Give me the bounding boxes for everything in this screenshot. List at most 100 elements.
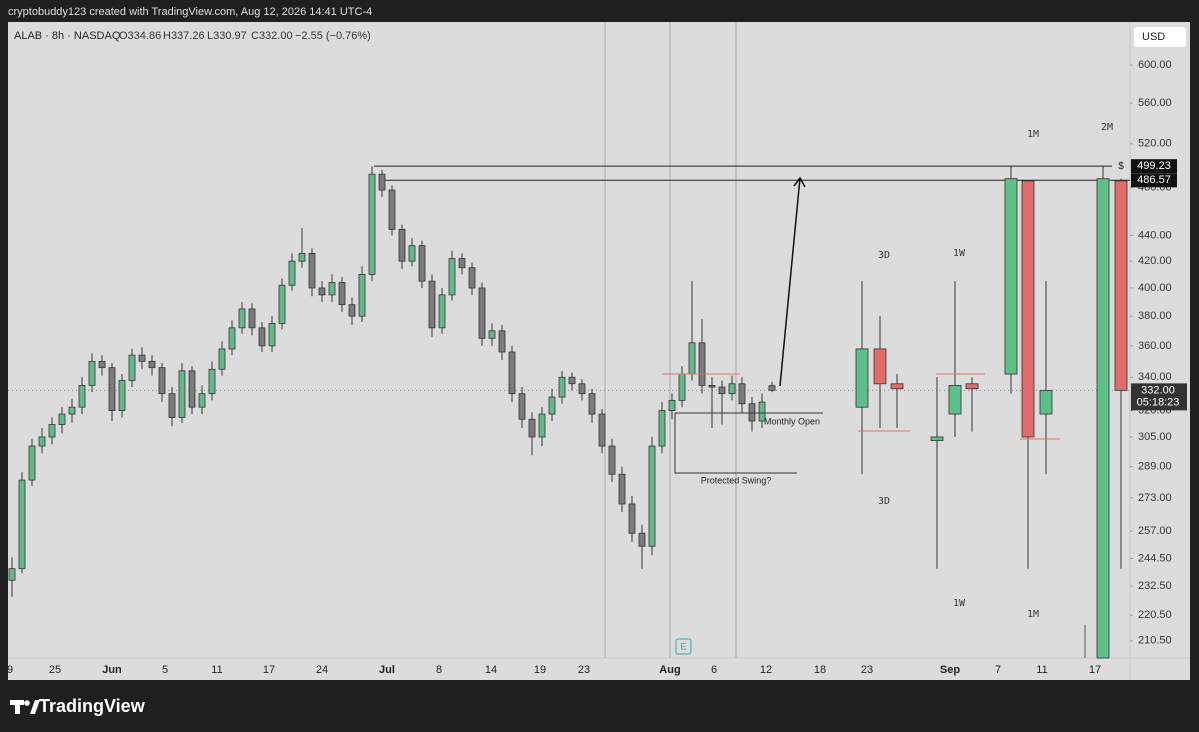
candle-body xyxy=(28,445,36,481)
x-tick-label: 8 xyxy=(436,664,442,676)
protected-swing-line xyxy=(674,413,797,474)
candle-body xyxy=(388,189,396,230)
x-tick-label: 23 xyxy=(578,664,590,676)
candle-body xyxy=(298,252,306,262)
earnings-marker[interactable]: E xyxy=(680,641,686,651)
candle-body xyxy=(398,228,406,262)
timeframe-label: 1M xyxy=(1027,609,1039,620)
y-tick-label: 305.00 xyxy=(1138,431,1172,443)
candle-body xyxy=(338,282,346,306)
candle-body xyxy=(1039,389,1053,415)
timeframe-label: 1M xyxy=(1027,129,1039,140)
candle-body xyxy=(738,383,746,405)
x-tick-label: 17 xyxy=(1089,664,1101,676)
candle-body xyxy=(488,330,496,339)
y-tick-label: 360.00 xyxy=(1138,340,1172,352)
currency[interactable]: USD xyxy=(1142,31,1165,43)
candle-body xyxy=(408,245,416,262)
price-tag-label: 486.57 xyxy=(1137,174,1171,186)
candle-body xyxy=(38,436,46,447)
candle-body xyxy=(528,418,536,438)
legend-item: −2.55 (−0.76%) xyxy=(295,30,371,42)
candle-body xyxy=(578,383,586,395)
candle-body xyxy=(568,376,576,385)
legend-item: C332.00 xyxy=(251,30,293,42)
candle-body xyxy=(328,282,336,296)
candle-body xyxy=(308,252,316,289)
candle-body xyxy=(668,399,676,411)
candle-body xyxy=(268,323,276,347)
candle-body xyxy=(238,308,246,329)
candle-body xyxy=(768,385,776,391)
x-tick-label: Sep xyxy=(940,664,960,676)
candle-body xyxy=(18,479,26,570)
x-tick-label: Jun xyxy=(102,664,122,676)
candle-body xyxy=(718,386,726,395)
candle-body xyxy=(358,273,366,317)
candle-body xyxy=(48,424,56,438)
y-tick-label: 560.00 xyxy=(1138,97,1172,109)
candle-body xyxy=(128,354,136,381)
y-tick-label: 420.00 xyxy=(1138,255,1172,267)
x-tick-label: Aug xyxy=(659,664,680,676)
candle-body xyxy=(478,287,486,339)
candle-body xyxy=(698,342,706,386)
candle-body xyxy=(258,327,266,347)
header-text: cryptobuddy123 created with TradingView.… xyxy=(8,6,372,18)
candle-body xyxy=(168,393,176,418)
candle-body xyxy=(318,287,326,296)
candle-body xyxy=(138,354,146,362)
candle-body xyxy=(178,370,186,418)
candle-body xyxy=(948,385,962,415)
candle-body xyxy=(8,568,16,581)
candle-body xyxy=(658,410,666,447)
candle-body xyxy=(1021,180,1035,438)
candle-body xyxy=(1114,180,1128,391)
candle-body xyxy=(248,308,256,329)
candle-body xyxy=(98,360,106,369)
price-tag xyxy=(1131,159,1177,174)
candle-body xyxy=(428,280,436,329)
candle-body xyxy=(208,368,216,395)
currency-box[interactable] xyxy=(1134,27,1186,47)
candle-body xyxy=(618,473,626,505)
legend-item: H337.26 xyxy=(163,30,205,42)
x-tick-label: 25 xyxy=(49,664,61,676)
candle-body xyxy=(58,413,66,425)
candle-body xyxy=(368,173,376,275)
candle-body xyxy=(628,503,636,534)
x-tick-label: 7 xyxy=(995,664,1001,676)
candle-body xyxy=(468,267,476,289)
timeframe-label: 3D xyxy=(878,496,890,507)
candle-body xyxy=(1096,178,1110,659)
x-tick-label: 11 xyxy=(211,664,222,676)
candle-body xyxy=(890,383,904,390)
annotation: Monthly Open xyxy=(764,416,820,426)
x-tick-label: 12 xyxy=(760,664,772,676)
y-tick-label: 232.50 xyxy=(1138,580,1172,592)
candle-body xyxy=(538,413,546,438)
earnings-box[interactable] xyxy=(675,638,692,655)
annotation: Protected Swing? xyxy=(701,475,772,485)
footer-logo: TradingView xyxy=(39,696,146,716)
candle-body xyxy=(448,258,456,296)
y-tick-label: 210.50 xyxy=(1138,635,1172,647)
candle-body xyxy=(378,173,386,191)
chart-area xyxy=(8,22,1190,680)
candle-body xyxy=(108,367,116,411)
candle-body xyxy=(688,342,696,375)
x-tick-label: 5 xyxy=(162,664,168,676)
price-tag-label: 499.23 xyxy=(1137,160,1171,172)
candle-body xyxy=(218,348,226,370)
candle-body xyxy=(548,396,556,415)
x-tick-label: 6 xyxy=(711,664,717,676)
candle-body xyxy=(728,383,736,395)
x-tick-label: 9 xyxy=(7,664,13,676)
candle-body xyxy=(78,385,86,408)
plot: 600.00560.00520.00480.00440.00420.00400.… xyxy=(7,59,1187,676)
legend-item: L330.97 xyxy=(207,30,247,42)
y-tick-label: 220.50 xyxy=(1138,609,1172,621)
logo-icon xyxy=(10,700,40,714)
logo-shape xyxy=(15,700,20,714)
candle-body xyxy=(598,413,606,447)
